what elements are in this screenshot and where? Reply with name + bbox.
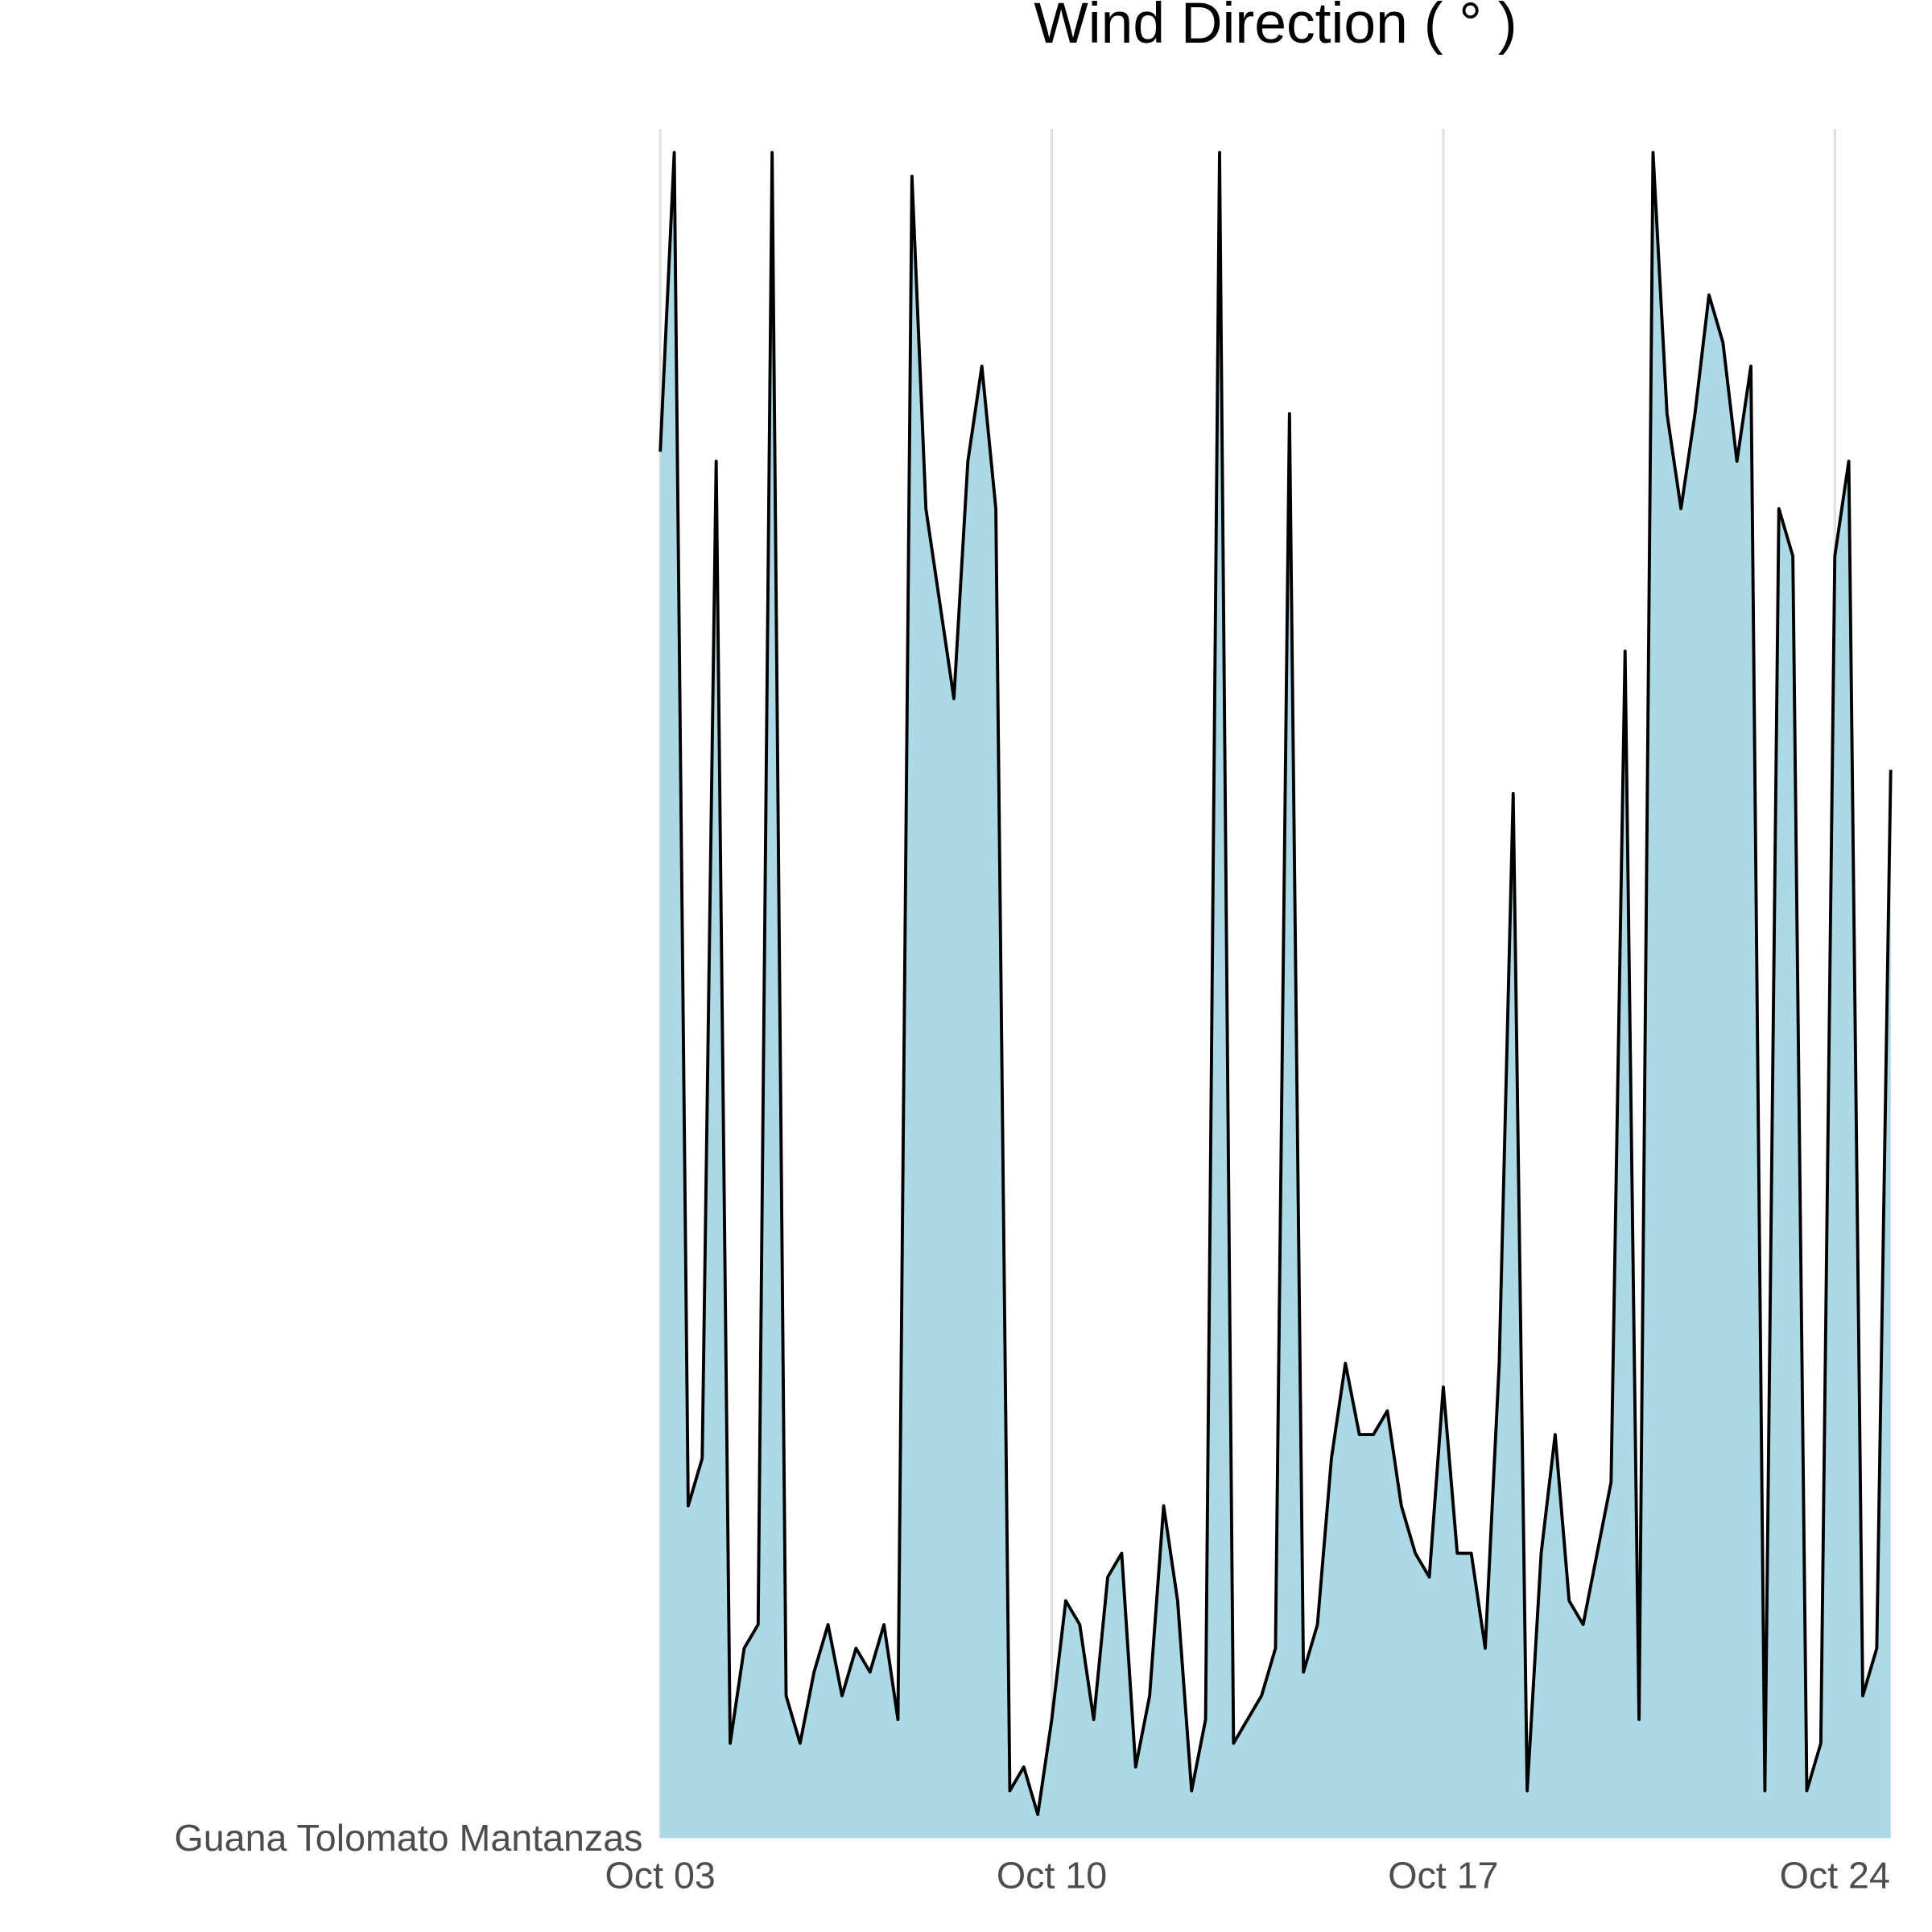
x-tick-label: Oct 10 [997, 1855, 1107, 1897]
area [660, 152, 1891, 1839]
x-tick-label: Oct 24 [1780, 1855, 1890, 1897]
x-tick-label: Oct 17 [1388, 1855, 1498, 1897]
x-tick-label: Oct 03 [605, 1855, 716, 1897]
chart-title: Wind Direction ( ° ) [1034, 0, 1517, 56]
line [658, 151, 1893, 1816]
series-label: Guana Tolomato Mantanzas [175, 1817, 643, 1859]
